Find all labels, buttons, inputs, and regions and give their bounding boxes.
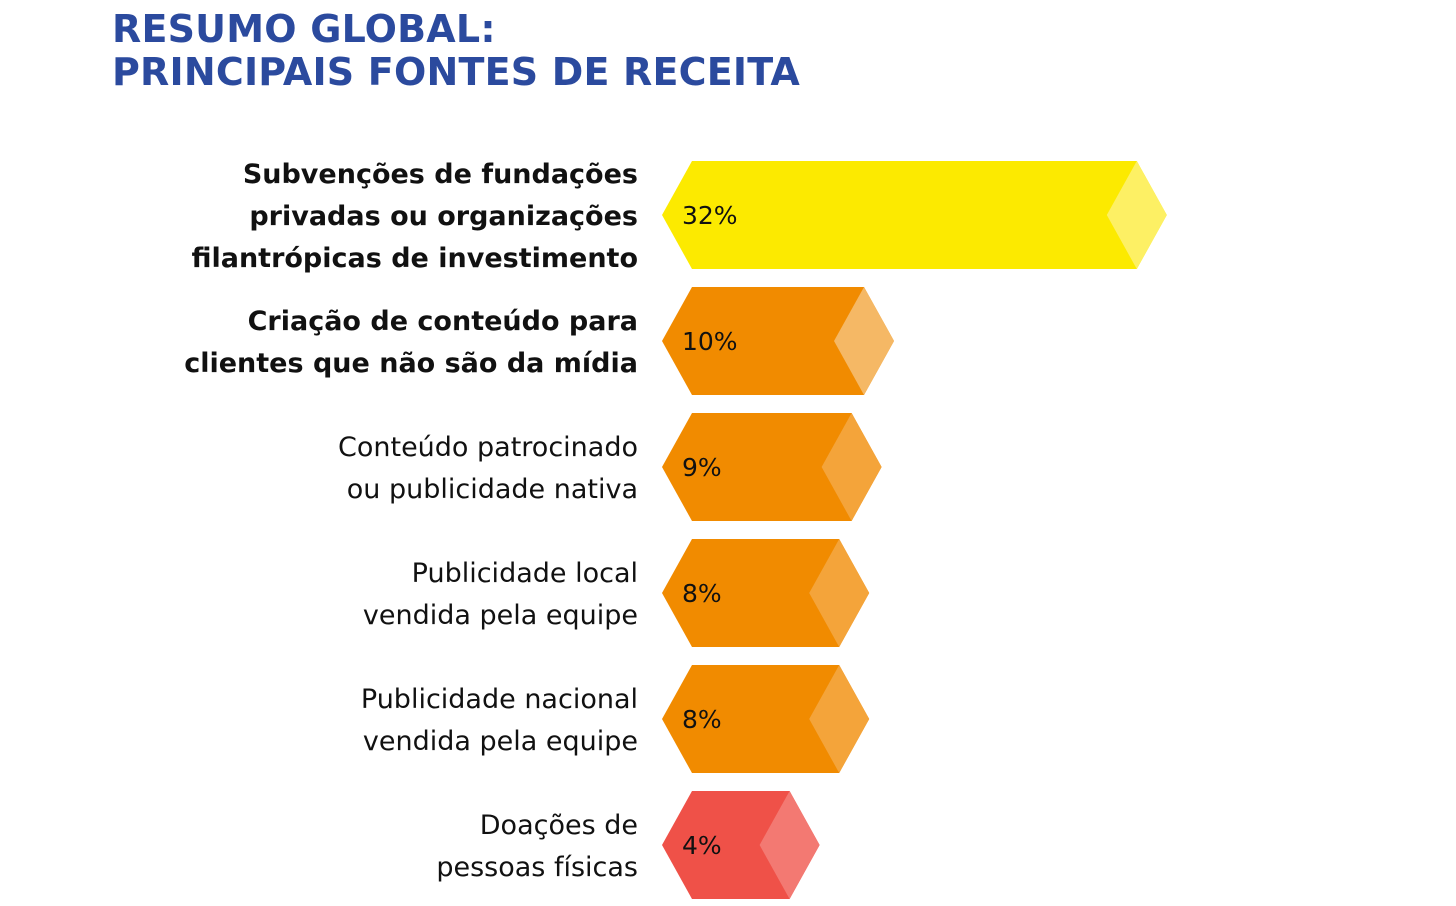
category-label: Publicidade local vendida pela equipe xyxy=(363,558,638,631)
bar xyxy=(662,665,870,773)
bar-group: 4% Doações de pessoas físicas xyxy=(436,791,820,899)
bar xyxy=(662,287,894,395)
category-label: Subvenções de fundações privadas ou organ… xyxy=(191,159,638,274)
category-label-line: Publicidade nacional xyxy=(361,684,638,715)
value-label: 8% xyxy=(682,705,722,734)
chart-title-line-1: RESUMO GLOBAL: xyxy=(112,7,496,51)
category-label-line: Subvenções de fundações xyxy=(243,159,638,190)
bar-tip xyxy=(821,413,882,521)
category-label-line: vendida pela equipe xyxy=(363,600,638,631)
category-label-line: privadas ou organizações xyxy=(249,201,638,232)
bar-group: 10% Criação de conteúdo para clientes que … xyxy=(184,287,894,395)
category-label-line: pessoas físicas xyxy=(436,852,638,883)
chart-title: RESUMO GLOBAL: PRINCIPAIS FONTES DE RECE… xyxy=(112,8,800,94)
value-label: 4% xyxy=(682,831,722,860)
category-label-line: vendida pela equipe xyxy=(363,726,638,757)
value-label: 10% xyxy=(682,327,738,356)
bar-tip xyxy=(834,287,894,395)
category-label-line: clientes que não são da mídia xyxy=(184,348,638,379)
bar xyxy=(662,539,870,647)
value-label: 9% xyxy=(682,453,722,482)
bar-tip xyxy=(1106,161,1167,269)
category-label: Criação de conteúdo para clientes que não… xyxy=(184,306,638,379)
category-label-line: Criação de conteúdo para xyxy=(248,306,638,337)
category-label: Publicidade nacional vendida pela equipe xyxy=(361,684,638,757)
category-label-line: Conteúdo patrocinado xyxy=(338,432,638,463)
category-label-line: Publicidade local xyxy=(412,558,638,589)
bar-tip xyxy=(809,665,870,773)
bar-tip xyxy=(809,539,870,647)
value-label: 32% xyxy=(682,201,738,230)
bar-group: 8% Publicidade nacional vendida pela equip… xyxy=(361,665,870,773)
category-label-line: ou publicidade nativa xyxy=(347,474,638,505)
bar xyxy=(662,161,1167,269)
category-label: Doações de pessoas físicas xyxy=(436,810,638,883)
bar-group: 9% Conteúdo patrocinado ou publicidade nat… xyxy=(338,413,882,521)
category-label-line: Doações de xyxy=(480,810,638,841)
bar-group: 32% Subvenções de fundações privadas ou or… xyxy=(191,159,1167,274)
category-label-line: filantrópicas de investimento xyxy=(191,243,638,274)
category-label: Conteúdo patrocinado ou publicidade nativ… xyxy=(338,432,638,505)
bar-tip xyxy=(759,791,820,899)
value-label: 8% xyxy=(682,579,722,608)
bar-group: 8% Publicidade local vendida pela equipe xyxy=(363,539,870,647)
chart-title-line-2: PRINCIPAIS FONTES DE RECEITA xyxy=(112,50,801,94)
bar xyxy=(662,413,882,521)
